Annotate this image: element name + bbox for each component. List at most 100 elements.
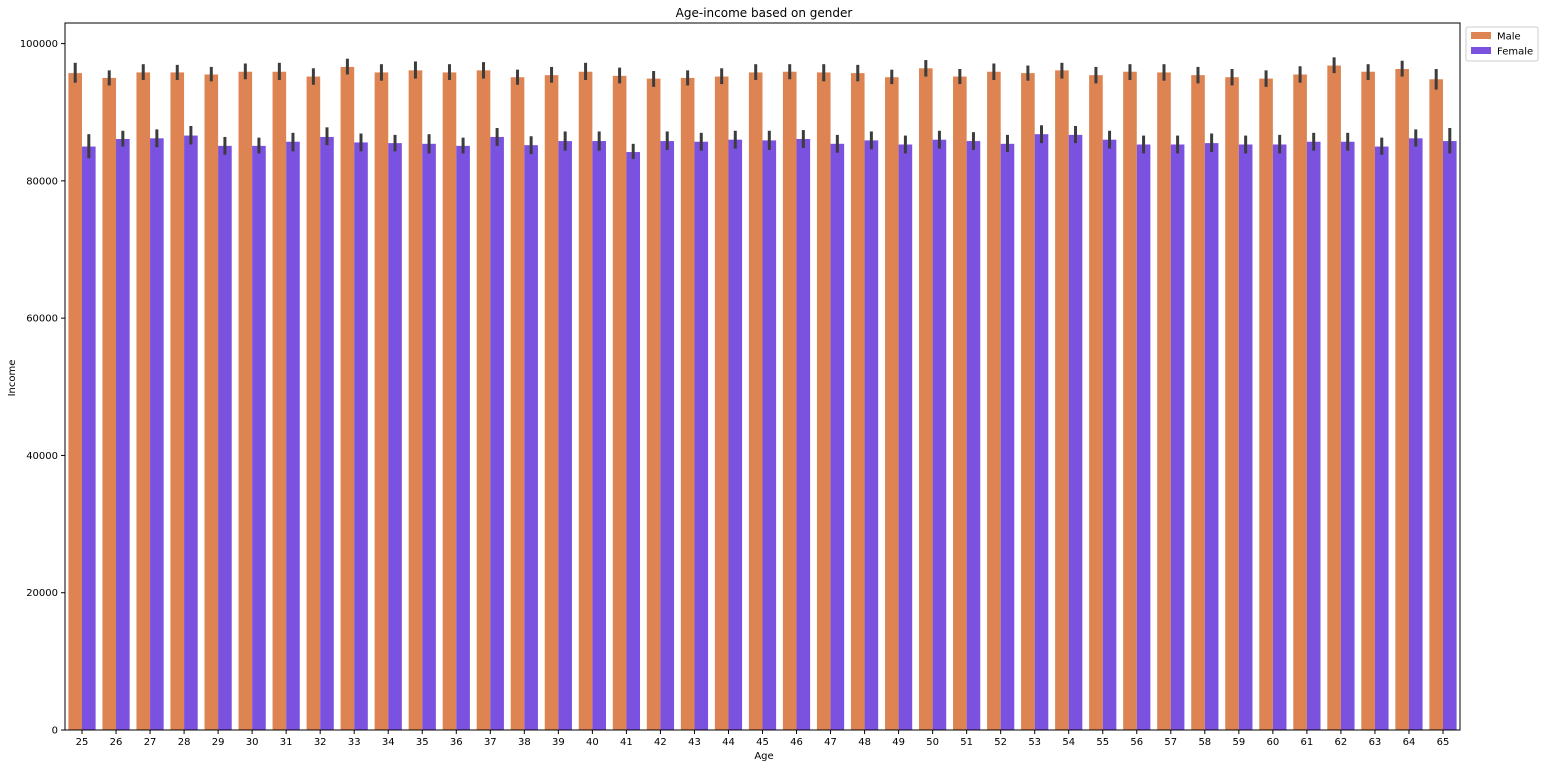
bar-female-39 [558,141,572,730]
bar-female-61 [1306,141,1321,731]
bar-male-65 [1429,79,1443,730]
y-axis: 0 20000 40000 60000 80000 100000 [20,39,65,737]
bar-female-52 [1000,143,1015,731]
bar-female-49 [898,144,913,731]
bar-male-43 [680,77,695,731]
bar-male-52 [987,71,1001,730]
x-tick-label: 51 [960,737,973,748]
bar-male-57 [1157,72,1171,730]
x-tick-label: 38 [518,737,531,748]
bar-female-44 [728,139,743,730]
x-tick-label: 65 [1437,737,1450,748]
y-axis-label: Income [7,360,18,397]
x-tick-label: 60 [1266,737,1279,748]
x-tick-label: 54 [1062,737,1075,748]
bar-male-56 [1123,71,1137,730]
bar-male-36 [442,72,457,730]
bar-female-45 [762,140,777,730]
bar-female-42 [660,141,675,730]
bar-male-64 [1395,68,1409,730]
bar-female-34 [388,143,402,731]
y-tick-label: 80000 [26,176,58,187]
x-tick-label: 41 [620,737,633,748]
bar-male-37 [476,70,491,731]
bar-female-37 [490,136,504,730]
bar-male-47 [816,72,831,730]
legend-swatch-male [1471,32,1491,39]
bar-male-31 [272,71,287,730]
bar-male-51 [953,76,967,731]
bar-female-35 [422,143,436,731]
bar-female-53 [1034,134,1049,730]
bar-male-48 [850,73,865,730]
x-tick-label: 47 [824,737,837,748]
bar-female-32 [320,136,334,730]
bar-male-32 [306,76,321,731]
x-tick-label: 29 [212,737,225,748]
bar-female-40 [592,141,606,730]
legend-label-female: Female [1497,47,1533,58]
legend-swatch-female [1471,47,1491,54]
bar-female-25 [82,146,96,730]
plot-frame [64,22,1461,731]
x-tick-label: 48 [858,737,871,748]
bar-female-27 [150,138,164,730]
bar-male-25 [68,73,83,730]
bar-male-33 [340,66,355,730]
y-tick-label: 20000 [26,588,58,599]
bar-male-49 [884,77,899,731]
bar-female-36 [456,145,470,730]
x-tick-label: 36 [450,737,463,748]
bar-female-38 [524,145,538,730]
x-tick-label: 55 [1096,737,1109,748]
x-tick-label: 64 [1403,737,1416,748]
bar-female-65 [1442,141,1457,730]
bar-female-26 [116,139,130,730]
bar-male-34 [374,72,389,730]
bar-female-41 [626,152,641,730]
x-tick-label: 37 [484,737,497,748]
bar-male-29 [204,74,219,730]
x-tick-label: 59 [1232,737,1245,748]
x-tick-label: 25 [76,737,89,748]
bar-male-44 [714,76,729,731]
bar-male-46 [782,71,797,730]
legend: Male Female [1465,26,1539,62]
x-tick-label: 33 [348,737,361,748]
bar-male-53 [1021,73,1035,730]
bar-male-41 [612,75,627,731]
bar-female-28 [184,135,198,731]
y-tick-label: 60000 [26,314,58,325]
x-tick-label: 30 [246,737,259,748]
bar-male-30 [238,71,253,730]
bar-male-45 [748,72,763,730]
bar-female-60 [1272,144,1287,731]
bar-female-48 [864,140,879,730]
bar-male-54 [1055,70,1069,731]
bar-male-55 [1089,75,1103,730]
bar-female-31 [286,141,300,731]
x-tick-label: 52 [994,737,1007,748]
bar-male-40 [578,71,593,730]
x-tick-label: 53 [1028,737,1041,748]
bar-female-62 [1340,141,1355,731]
bar-female-54 [1068,134,1083,730]
bar-female-51 [966,141,981,730]
bar-female-50 [932,139,947,730]
bar-female-56 [1136,144,1151,731]
bar-male-39 [544,75,559,730]
x-tick-label: 63 [1369,737,1382,748]
x-tick-label: 46 [790,737,803,748]
bar-male-58 [1191,75,1205,730]
bar-female-30 [252,145,266,730]
y-tick-label: 0 [52,726,58,737]
bar-male-42 [646,78,661,731]
bar-male-28 [170,72,185,730]
bar-male-35 [408,70,423,731]
x-tick-label: 57 [1164,737,1177,748]
x-tick-label: 49 [892,737,905,748]
x-tick-label: 35 [416,737,429,748]
bar-male-27 [136,72,151,730]
x-tick-label: 27 [144,737,157,748]
